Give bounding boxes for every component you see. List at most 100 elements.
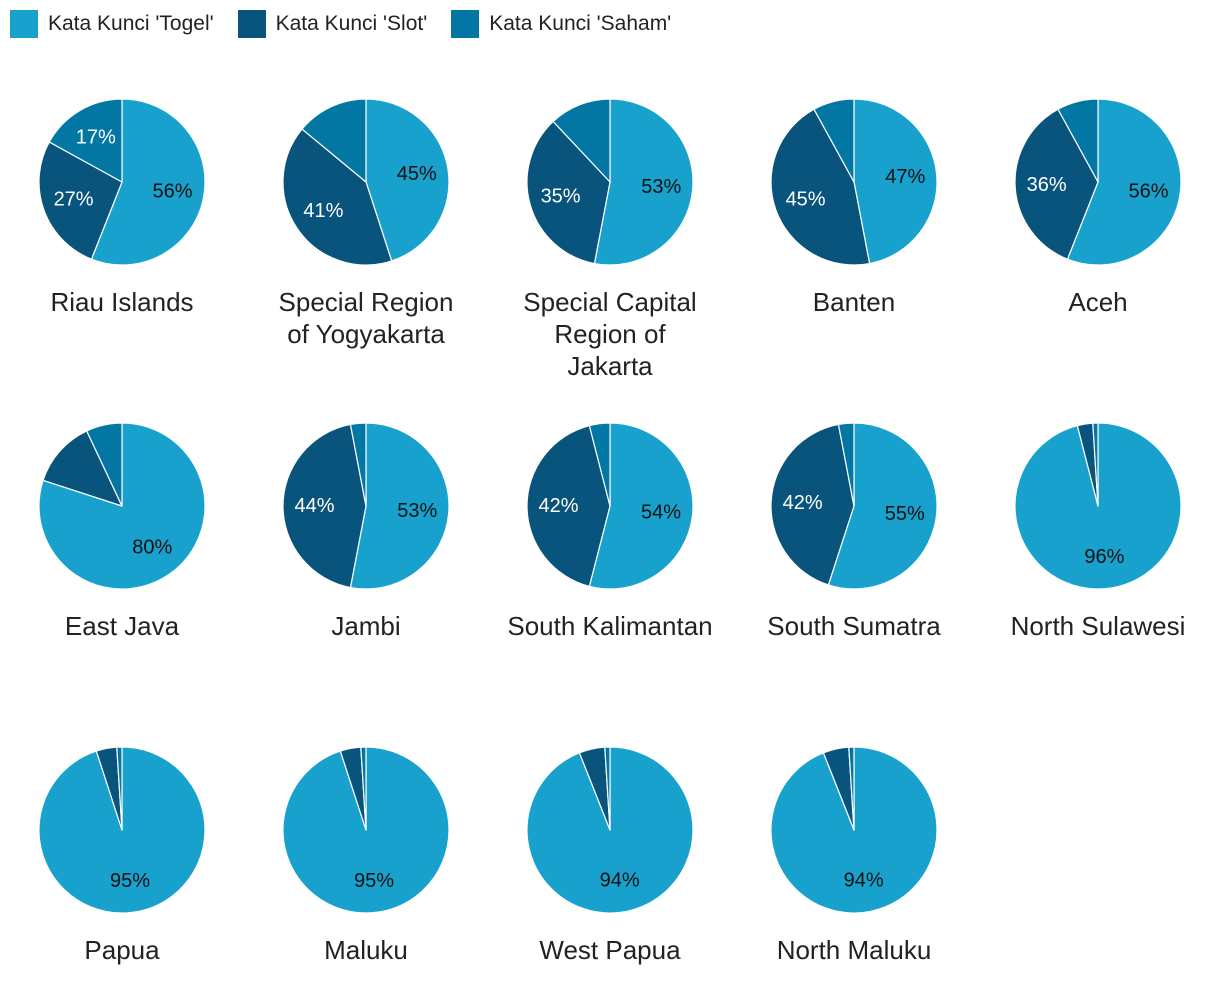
pie-maluku: 95% Maluku (282, 746, 450, 965)
pie-slice-jambi-togel (349, 422, 450, 590)
pie-slice-maluku-saham (360, 746, 367, 831)
legend-swatch-saham (451, 10, 480, 38)
data-label-riau-islands-togel: 56% (153, 181, 193, 203)
pie-east-java: 80% East Java (38, 422, 206, 641)
pie-slice-banten-togel (853, 98, 938, 265)
pie-slice-north-maluku-saham (848, 746, 855, 831)
pie-title-line: East Java (65, 611, 180, 641)
pie-north-sulawesi: 96% North Sulawesi (1011, 422, 1186, 641)
pie-slice-jambi-slot (282, 423, 367, 589)
data-label-special-region-of-yogyakarta-slot: 41% (303, 200, 343, 222)
pie-title-south-kalimantan: South Kalimantan (507, 611, 712, 641)
data-label-banten-slot: 45% (786, 188, 826, 210)
pie-slice-papua-saham (116, 746, 123, 831)
pie-slice-north-sulawesi-saham (1092, 422, 1099, 507)
pie-title-jambi: Jambi (331, 611, 400, 641)
pie-title-line: Maluku (324, 935, 408, 965)
pie-slice-south-kalimantan-saham (588, 422, 611, 507)
data-label-jambi-slot: 44% (295, 495, 335, 517)
pie-title-line: Special Capital (523, 287, 696, 317)
data-label-special-capital-region-of-jakarta-togel: 53% (641, 176, 681, 198)
pie-slice-west-papua-togel (526, 746, 694, 914)
pie-title-special-capital-region-of-jakarta: Special Capital Region of Jakarta (523, 287, 696, 381)
pie-title-west-papua: West Papua (539, 935, 681, 965)
pie-title-line: Riau Islands (50, 287, 193, 317)
pie-south-kalimantan: 54% 42% South Kalimantan (507, 422, 713, 641)
pie-slice-aceh-togel (1066, 98, 1182, 266)
legend-swatch-togel (10, 10, 38, 38)
pie-slice-riau-islands-slot (38, 141, 123, 260)
pie-slice-south-sumatra-saham (837, 422, 855, 507)
pie-south-sumatra: 55% 42% South Sumatra (767, 422, 941, 641)
legend-swatch-slot (237, 10, 266, 38)
pie-slice-special-capital-region-of-jakarta-togel (593, 98, 694, 266)
pie-slice-special-region-of-yogyakarta-togel (365, 98, 450, 262)
pie-slice-aceh-saham (1057, 98, 1099, 183)
pie-title-line: South Kalimantan (507, 611, 712, 641)
pie-jambi: 53% 44% Jambi (282, 422, 450, 641)
pie-title-line: North Sulawesi (1011, 611, 1186, 641)
data-label-maluku-togel: 95% (354, 870, 394, 892)
pie-special-region-of-yogyakarta: 45% 41% Special Region of Yogyakarta (279, 98, 454, 349)
legend: Kata Kunci 'Togel' Kata Kunci 'Slot' Kat… (10, 8, 695, 40)
pie-title-line: Aceh (1068, 287, 1127, 317)
pie-slice-banten-slot (770, 108, 871, 266)
legend-item-togel: Kata Kunci 'Togel' (10, 10, 214, 38)
pie-slice-north-maluku-togel (770, 746, 938, 914)
pie-west-papua: 94% West Papua (526, 746, 694, 965)
data-label-riau-islands-saham: 17% (76, 127, 116, 149)
data-label-riau-islands-slot: 27% (54, 188, 94, 210)
legend-label-slot: Kata Kunci 'Slot' (275, 12, 428, 35)
pie-papua: 95% Papua (38, 746, 206, 965)
pie-slice-south-sumatra-slot (770, 423, 855, 586)
legend-label-togel: Kata Kunci 'Togel' (48, 12, 214, 35)
pie-slice-special-region-of-yogyakarta-slot (282, 128, 393, 266)
pie-slice-special-region-of-yogyakarta-saham (301, 98, 367, 183)
pie-slice-riau-islands-togel (90, 98, 206, 266)
pie-slice-special-capital-region-of-jakarta-slot (526, 120, 611, 265)
data-label-west-papua-togel: 94% (600, 870, 640, 892)
data-label-south-sumatra-slot: 42% (783, 492, 823, 514)
pie-title-east-java: East Java (65, 611, 180, 641)
pie-aceh: 56% 36% Aceh (1014, 98, 1182, 317)
pie-title-line: Region of (554, 319, 666, 349)
pie-slice-riau-islands-saham (48, 98, 123, 183)
pie-slice-east-java-slot (42, 430, 123, 507)
data-label-south-sumatra-togel: 55% (885, 503, 925, 525)
data-label-south-kalimantan-slot: 42% (539, 495, 579, 517)
pie-banten: 47% 45% Banten (770, 98, 938, 317)
pie-slice-jambi-saham (349, 422, 367, 507)
pie-title-line: Special Region (279, 287, 454, 317)
data-label-south-kalimantan-togel: 54% (641, 501, 681, 523)
pie-slice-south-kalimantan-slot (526, 425, 611, 587)
data-label-papua-togel: 95% (110, 870, 150, 892)
data-label-special-region-of-yogyakarta-togel: 45% (397, 163, 437, 185)
pie-north-maluku: 94% North Maluku (770, 746, 938, 965)
pie-slice-aceh-slot (1014, 108, 1099, 260)
pie-title-line: North Maluku (777, 935, 932, 965)
data-label-north-sulawesi-togel: 96% (1084, 546, 1124, 568)
legend-item-slot: Kata Kunci 'Slot' (237, 10, 428, 38)
pie-riau-islands: 56% 27% 17% Riau Islands (38, 98, 206, 317)
pie-title-line: South Sumatra (767, 611, 941, 641)
data-label-north-maluku-togel: 94% (844, 870, 884, 892)
data-label-special-capital-region-of-jakarta-slot: 35% (541, 185, 581, 207)
pie-title-banten: Banten (813, 287, 895, 317)
data-label-jambi-togel: 53% (397, 500, 437, 522)
data-label-aceh-slot: 36% (1027, 174, 1067, 196)
pie-title-special-region-of-yogyakarta: Special Region of Yogyakarta (279, 287, 454, 349)
pie-slice-banten-saham (813, 98, 855, 183)
pie-title-north-sulawesi: North Sulawesi (1011, 611, 1186, 641)
legend-item-saham: Kata Kunci 'Saham' (451, 10, 671, 38)
pie-title-riau-islands: Riau Islands (50, 287, 193, 317)
pie-title-line: Papua (84, 935, 160, 965)
pie-special-capital-region-of-jakarta: 53% 35% Special Capital Region of Jakarta (523, 98, 697, 381)
pie-slice-west-papua-saham (604, 746, 611, 831)
data-label-east-java-togel: 80% (132, 537, 172, 559)
pie-title-line: of Yogyakarta (287, 319, 445, 349)
legend-label-saham: Kata Kunci 'Saham' (489, 12, 672, 35)
pie-slice-east-java-saham (86, 422, 123, 507)
pie-slice-south-sumatra-togel (827, 422, 938, 590)
pie-title-line: Jambi (331, 611, 400, 641)
